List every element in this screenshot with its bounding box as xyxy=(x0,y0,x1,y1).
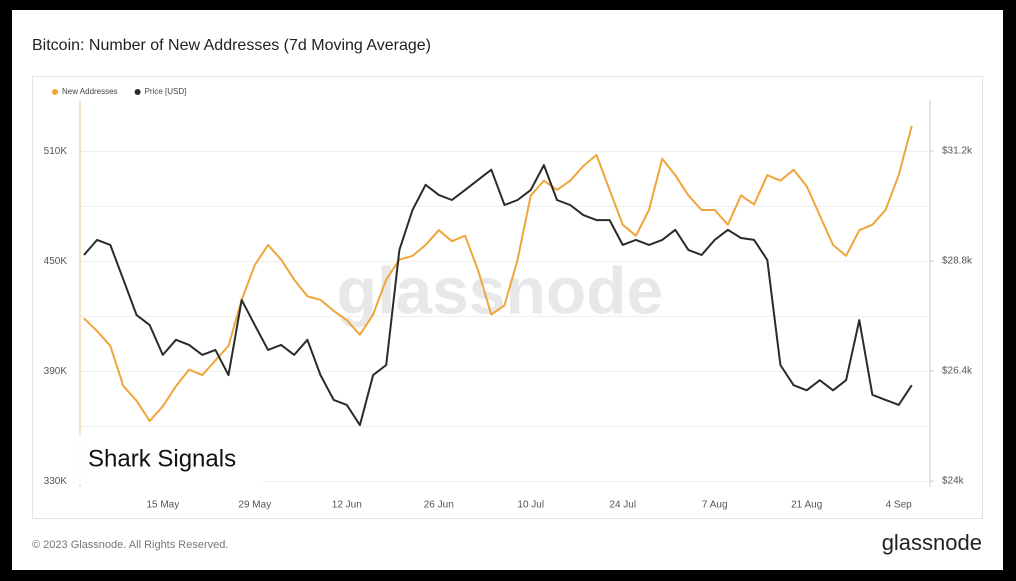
y-tick-label: 390K xyxy=(44,366,68,377)
x-tick-label: 29 May xyxy=(238,500,271,511)
y2-tick-label: $31.2k xyxy=(942,146,973,157)
y2-tick-label: $28.8k xyxy=(942,256,973,267)
legend-marker xyxy=(134,89,141,95)
legend-marker xyxy=(52,89,58,95)
chart-title: Bitcoin: Number of New Addresses (7d Mov… xyxy=(32,37,431,54)
y-tick-label: 510K xyxy=(44,146,68,157)
x-tick-label: 4 Sep xyxy=(886,500,913,511)
x-tick-label: 7 Aug xyxy=(702,500,728,511)
x-tick-label: 26 Jun xyxy=(424,500,454,511)
series-line xyxy=(83,125,913,422)
annotation-box xyxy=(78,434,262,484)
series-line xyxy=(83,164,913,427)
y-tick-label: 330K xyxy=(44,476,68,487)
x-tick-label: 15 May xyxy=(146,500,179,511)
plot-panel xyxy=(32,76,983,519)
x-tick-label: 24 Jul xyxy=(609,500,636,511)
y-tick-label: 450K xyxy=(44,256,68,267)
legend-label: New Addresses xyxy=(62,87,118,96)
x-tick-label: 10 Jul xyxy=(517,500,544,511)
x-tick-label: 21 Aug xyxy=(791,500,822,511)
annotation: Shark Signals xyxy=(88,445,236,472)
logo: glassnode xyxy=(882,530,982,555)
legend-label: Price [USD] xyxy=(145,87,187,96)
footer: © 2023 Glassnode. All Rights Reserved. xyxy=(32,539,228,551)
y2-tick-label: $26.4k xyxy=(942,366,973,377)
y2-tick-label: $24k xyxy=(942,476,965,487)
x-tick-label: 12 Jun xyxy=(332,500,362,511)
